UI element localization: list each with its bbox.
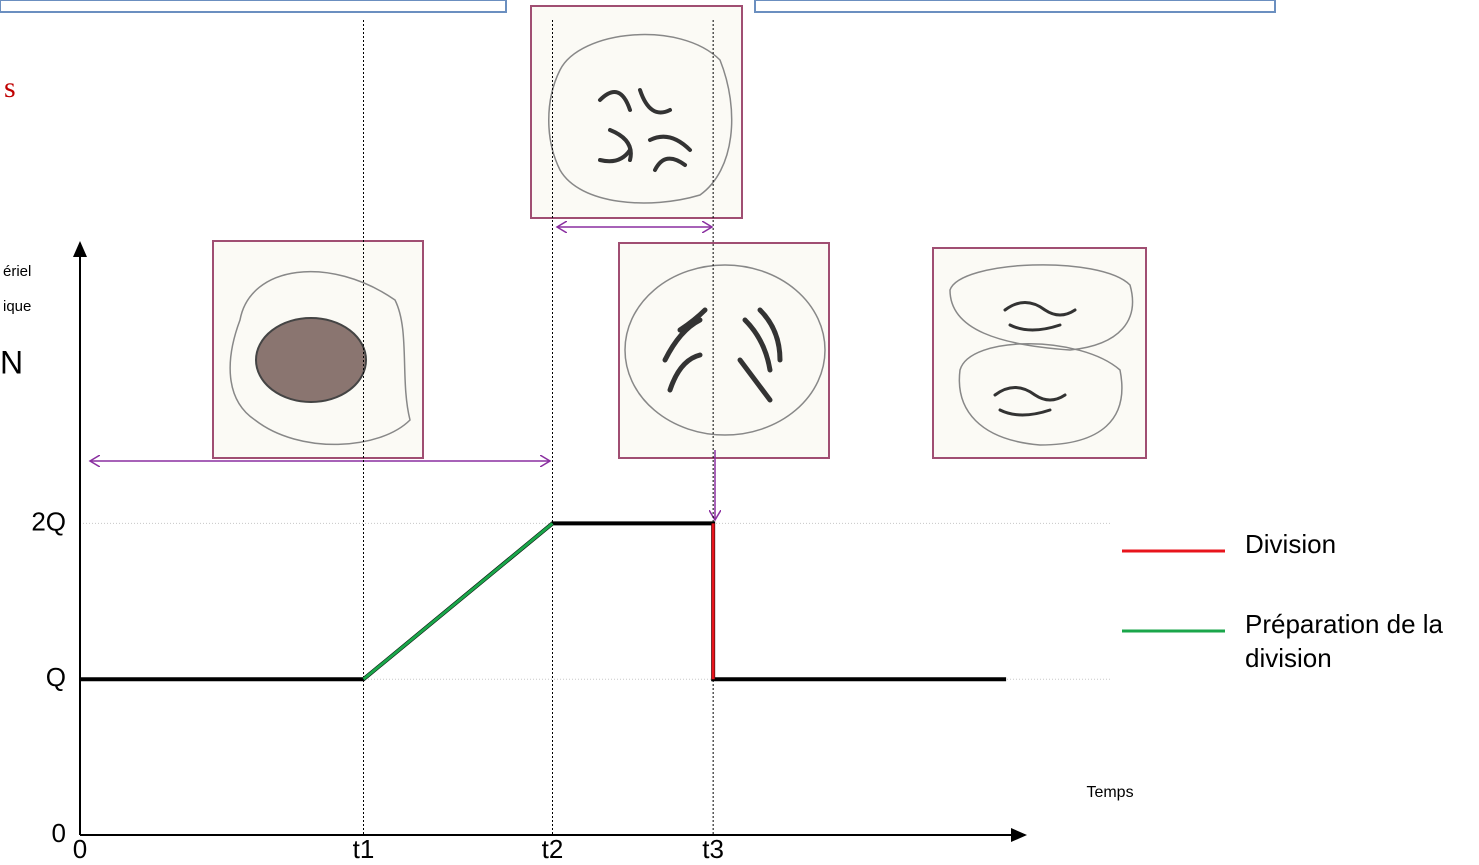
chart: s ériel ique N Temps 0 Q 2Q 0 t1 t2 t3 (0, 0, 1479, 865)
annotation: N (0, 344, 23, 380)
series-line (364, 523, 553, 679)
y-label: ériel (3, 263, 31, 280)
x-label: Temps (1086, 784, 1133, 801)
cell-telophase (933, 248, 1146, 458)
cell-interphase (213, 241, 423, 458)
y-tick-label: 2Q (31, 506, 66, 536)
x-tick-label: t3 (702, 834, 724, 864)
y-tick-label: Q (46, 662, 66, 692)
title-fragment: s (4, 71, 16, 104)
legend-label: Division (1245, 527, 1475, 561)
cell-images (213, 6, 1146, 458)
cell-anaphase (619, 243, 829, 458)
x-tick-label: 0 (73, 834, 87, 864)
y-tick-label: 0 (52, 818, 66, 848)
legend-lines (1122, 551, 1225, 631)
x-tick-label: t2 (542, 834, 564, 864)
y-label: ique (3, 298, 31, 315)
x-tick-label: t1 (353, 834, 375, 864)
slide: s ériel ique N Temps 0 Q 2Q 0 t1 t2 t3 Divisio… (0, 0, 1479, 865)
legend-label: Préparation de la division (1245, 607, 1475, 675)
cell-prophase (531, 6, 742, 218)
series-line (80, 523, 1006, 679)
